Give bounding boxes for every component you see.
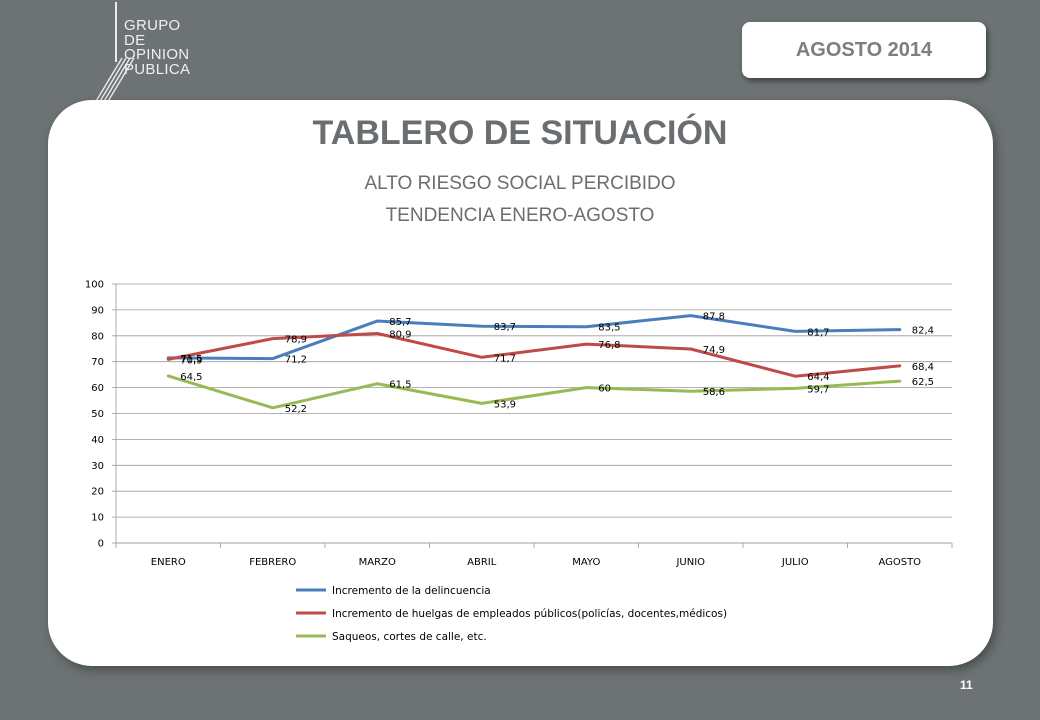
x-tick-label: JULIO [781, 557, 809, 568]
x-tick-label: ENERO [151, 557, 186, 568]
logo-line: GRUPO [124, 17, 181, 34]
data-label: 76,8 [598, 340, 620, 351]
page-title: TABLERO DE SITUACIÓN [312, 114, 728, 152]
legend-label-3: Saqueos, cortes de calle, etc. [332, 631, 487, 643]
data-label: 71,2 [285, 355, 307, 366]
data-label: 70,9 [180, 355, 202, 366]
y-tick-label: 20 [91, 487, 104, 498]
data-label: 71,5 [180, 354, 202, 365]
data-label: 62,5 [912, 377, 934, 388]
chart-subtitle-2: TENDENCIA ENERO-AGOSTO [385, 205, 655, 226]
data-label: 61,5 [389, 380, 411, 391]
x-tick-label: ABRIL [467, 557, 497, 568]
data-label: 53,9 [494, 399, 516, 410]
series-line-1 [166, 314, 902, 361]
data-label: 83,5 [598, 323, 620, 334]
y-tick-label: 90 [91, 305, 104, 316]
data-label: 71,7 [494, 353, 516, 364]
y-tick-label: 80 [91, 331, 104, 342]
y-tick-label: 50 [91, 409, 104, 420]
series-line-2 [166, 331, 902, 378]
y-tick-label: 30 [91, 461, 104, 472]
page-number: 11 [960, 678, 973, 692]
data-label: 60 [598, 384, 611, 395]
series-line-3 [166, 374, 902, 410]
data-label: 59,7 [807, 384, 829, 395]
legend-label-2: Incremento de huelgas de empleados públi… [332, 608, 727, 620]
data-label: 74,9 [703, 345, 725, 356]
logo-line: PUBLICA [124, 60, 191, 78]
chart-subtitle-1: ALTO RIESGO SOCIAL PERCIBIDO [364, 173, 676, 194]
data-label: 68,4 [912, 362, 934, 373]
dashboard-card [48, 100, 993, 666]
data-label: 64,5 [180, 372, 202, 383]
grupo-opinion-publica-logo [92, 2, 135, 109]
data-label: 85,7 [389, 317, 411, 328]
y-tick-label: 0 [98, 539, 104, 550]
y-tick-label: 60 [91, 383, 104, 394]
data-label: 87,8 [703, 312, 725, 323]
x-tick-label: MARZO [359, 557, 396, 568]
date-badge: AGOSTO 2014 [742, 22, 986, 78]
x-tick-label: FEBRERO [249, 557, 296, 568]
x-tick-label: MAYO [572, 557, 600, 568]
data-label: 82,4 [912, 326, 934, 337]
legend-label-1: Incremento de la delincuencia [332, 585, 491, 597]
data-label: 58,6 [703, 387, 725, 398]
x-tick-label: JUNIO [675, 557, 705, 568]
data-label: 83,7 [494, 322, 516, 333]
logo-line: DE [124, 31, 146, 49]
data-label: 64,4 [807, 372, 829, 383]
data-label: 52,2 [285, 404, 307, 415]
y-tick-label: 100 [85, 280, 104, 291]
logo-text: GRUPO DE OPINION PUBLICA [124, 17, 191, 78]
logo-line: OPINION [124, 46, 190, 63]
data-label: 81,7 [807, 327, 829, 338]
data-label: 80,9 [389, 329, 411, 340]
y-tick-label: 40 [91, 435, 104, 446]
y-tick-label: 10 [91, 513, 104, 524]
y-tick-label: 70 [91, 357, 104, 368]
data-label: 78,9 [285, 335, 307, 346]
date-label: AGOSTO 2014 [795, 38, 933, 61]
x-tick-label: AGOSTO [878, 557, 921, 568]
